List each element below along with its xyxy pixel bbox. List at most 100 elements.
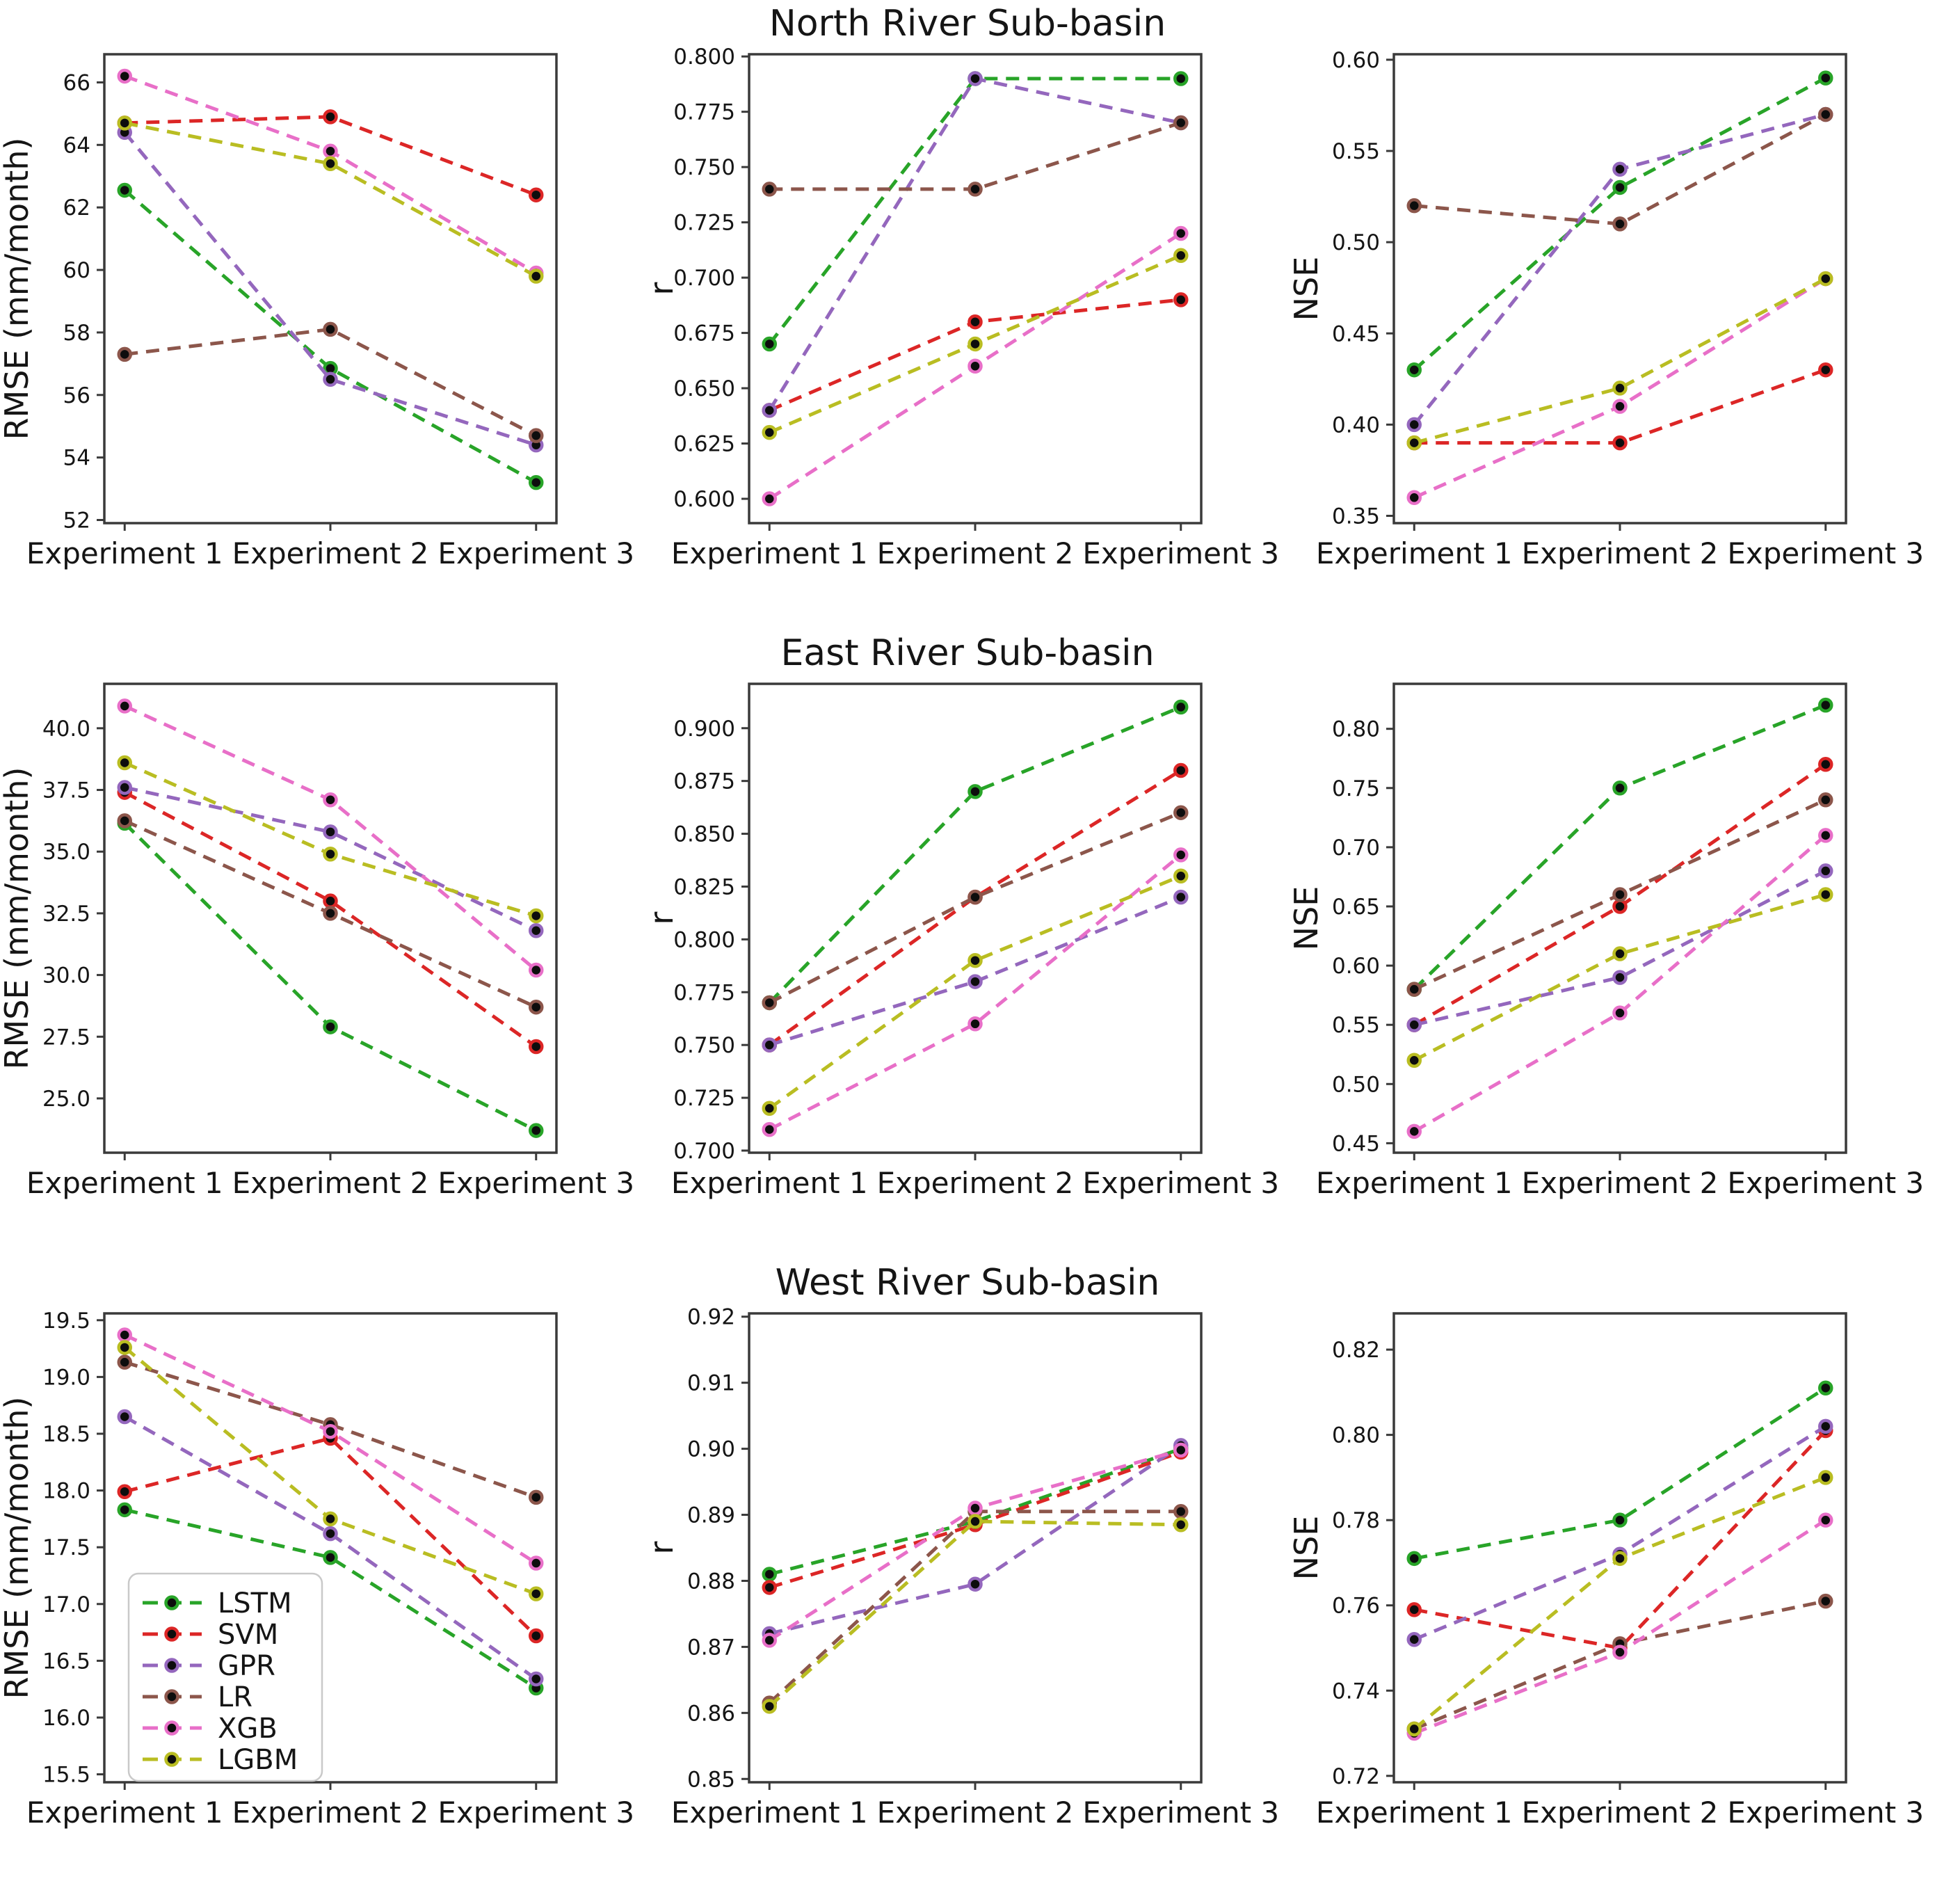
legend-label-lstm: LSTM xyxy=(218,1587,292,1619)
x-tick-label: Experiment 3 xyxy=(1727,1166,1924,1200)
data-point-lr xyxy=(1173,1504,1189,1519)
series-line-svm xyxy=(124,1436,538,1638)
data-point-svm xyxy=(529,187,544,202)
y-tick-label: 0.825 xyxy=(673,874,735,899)
row-title-west: West River Sub-basin xyxy=(775,1262,1160,1304)
chart-north-r: 0.600 0.625 0.650 0.675 0.700 0.725 0.750 0.775… xyxy=(643,45,1279,570)
chart-north-rmse: 52 54 56 58 60 62 64 66 Experiment 1 Experiment 2… xyxy=(0,53,634,570)
data-point-xgb xyxy=(117,1327,132,1343)
series-line-lstm xyxy=(123,822,537,1133)
data-point-gpr xyxy=(529,922,544,938)
y-tick-label: 0.88 xyxy=(687,1569,735,1594)
data-point-lr xyxy=(968,182,983,197)
chart-east-r: 0.700 0.725 0.750 0.775 0.800 0.825 0.850 0.875… xyxy=(643,682,1279,1200)
data-point-xgb xyxy=(1612,1645,1628,1660)
plot-frame xyxy=(1392,53,1847,525)
series-line-lgbm xyxy=(1413,893,1826,1062)
x-tick-label: Experiment 2 xyxy=(232,1795,429,1830)
data-point-gpr xyxy=(323,371,338,387)
data-point-lr xyxy=(1818,106,1833,122)
row-north: North River Sub-basin 52 54 56 58 60 62 64 66 Ex… xyxy=(0,3,1935,632)
plot-frame xyxy=(748,1312,1203,1784)
y-tick-label: 0.80 xyxy=(1332,1423,1380,1448)
chart-cell-north-rmse: 52 54 56 58 60 62 64 66 Experiment 1 Experiment 2… xyxy=(0,45,645,632)
y-tick-label: 18.5 xyxy=(42,1422,90,1447)
x-tick-label: Experiment 2 xyxy=(232,1166,429,1200)
data-point-lstm xyxy=(762,336,777,352)
y-tick-label: 0.850 xyxy=(673,822,735,847)
y-tick-label: 16.5 xyxy=(42,1649,90,1674)
y-tick-label: 0.800 xyxy=(673,927,735,952)
series-line-lstm xyxy=(768,705,1182,1005)
y-axis-label: NSE xyxy=(1287,257,1325,321)
chart-cell-east-nse: 0.45 0.50 0.55 0.60 0.65 0.70 0.75 0.80 Experime… xyxy=(1287,674,1934,1262)
data-point-lgbm xyxy=(1612,1551,1628,1567)
data-point-lgbm xyxy=(762,424,777,440)
y-tick-label: 17.5 xyxy=(42,1535,90,1560)
y-tick-label: 0.750 xyxy=(673,1033,735,1058)
y-tick-label: 0.650 xyxy=(673,376,735,401)
y-tick-label: 0.90 xyxy=(687,1437,735,1462)
y-tick-label: 0.45 xyxy=(1332,321,1380,346)
data-point-svm xyxy=(529,1039,544,1055)
data-point-svm xyxy=(1612,899,1628,914)
data-point-lgbm xyxy=(1818,271,1833,287)
data-point-xgb xyxy=(968,358,983,374)
series-line-lstm xyxy=(769,1447,1182,1576)
x-tick-label: Experiment 1 xyxy=(1316,1795,1513,1830)
y-tick-label: 0.45 xyxy=(1332,1131,1380,1156)
data-point-lstm xyxy=(1173,71,1189,86)
y-tick-label: 0.89 xyxy=(687,1503,735,1528)
y-tick-label: 56 xyxy=(63,383,90,408)
y-tick-label: 0.675 xyxy=(673,321,735,346)
data-point-lr xyxy=(1818,1593,1833,1609)
legend-label-xgb: XGB xyxy=(218,1713,278,1745)
legend-sample-marker-svm xyxy=(164,1626,179,1642)
chart-cell-west-r: 0.85 0.86 0.87 0.88 0.89 0.90 0.91 0.92 Experime… xyxy=(643,1304,1290,1891)
y-tick-label: 0.40 xyxy=(1332,413,1380,438)
data-point-xgb xyxy=(1173,847,1189,863)
y-tick-label: 0.50 xyxy=(1332,230,1380,255)
legend-label-svm: SVM xyxy=(218,1619,278,1651)
data-point-lstm xyxy=(529,1123,544,1138)
plot-frame xyxy=(748,682,1203,1154)
x-tick-label: Experiment 1 xyxy=(26,536,223,570)
x-tick-label: Experiment 3 xyxy=(1727,1795,1924,1830)
y-axis-label: NSE xyxy=(1287,886,1325,951)
data-point-lgbm xyxy=(1612,381,1628,396)
data-point-gpr xyxy=(762,1037,777,1053)
data-point-lgbm xyxy=(968,952,983,968)
data-point-xgb xyxy=(529,962,544,978)
data-point-lgbm xyxy=(1612,946,1628,961)
x-tick-label: Experiment 3 xyxy=(437,1166,634,1200)
data-point-lgbm xyxy=(762,1699,777,1714)
y-tick-label: 62 xyxy=(63,195,90,221)
series-line-xgb xyxy=(769,853,1182,1131)
series-line-gpr xyxy=(1413,869,1826,1027)
data-point-xgb xyxy=(762,1121,777,1137)
legend-sample-marker-gpr xyxy=(164,1658,179,1673)
data-point-lgbm xyxy=(529,269,544,284)
y-tick-label: 0.80 xyxy=(1332,717,1380,742)
x-tick-label: Experiment 1 xyxy=(1316,1166,1513,1200)
x-tick-label: Experiment 1 xyxy=(671,1795,868,1830)
series-line-lgbm xyxy=(768,1519,1181,1708)
data-point-lgbm xyxy=(1406,435,1422,451)
series-line-gpr xyxy=(769,1443,1182,1635)
y-axis-label: r xyxy=(643,282,680,295)
data-point-lstm xyxy=(1612,179,1628,195)
y-tick-label: 15.5 xyxy=(42,1763,90,1788)
x-tick-label: Experiment 3 xyxy=(1727,536,1924,570)
y-tick-label: 64 xyxy=(63,133,90,158)
data-point-lr xyxy=(762,995,777,1011)
y-tick-label: 0.900 xyxy=(673,717,735,742)
data-point-lr xyxy=(1173,115,1189,131)
data-point-lstm xyxy=(117,182,132,198)
data-point-lstm xyxy=(1612,1512,1628,1528)
x-tick-label: Experiment 1 xyxy=(26,1166,223,1200)
data-point-xgb xyxy=(117,698,132,714)
data-point-gpr xyxy=(117,1409,132,1425)
y-tick-label: 0.725 xyxy=(673,1086,735,1111)
y-tick-label: 0.75 xyxy=(1332,776,1380,801)
data-point-lstm xyxy=(117,1502,132,1518)
